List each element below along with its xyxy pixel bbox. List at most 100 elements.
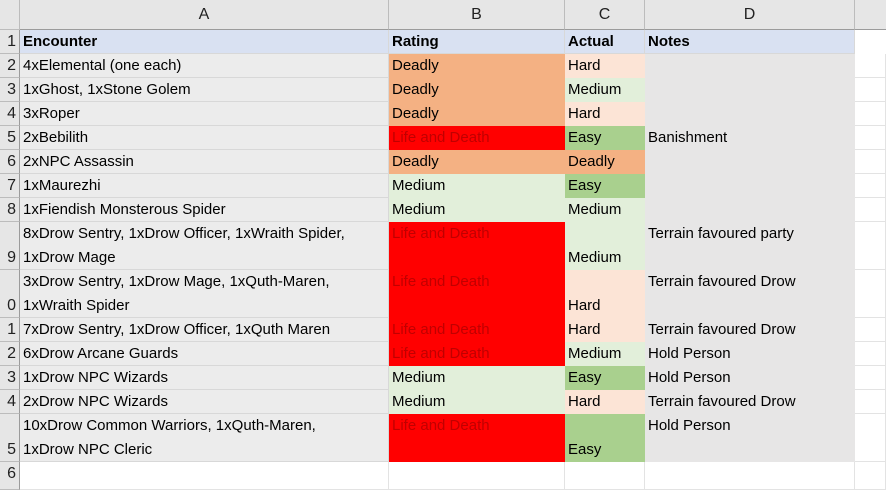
cell-empty[interactable] xyxy=(855,222,886,270)
cell-rating[interactable]: Deadly xyxy=(389,54,565,78)
cell-actual[interactable]: Medium xyxy=(565,342,645,366)
cell-rating[interactable]: Medium xyxy=(389,366,565,390)
row-header[interactable]: 6 xyxy=(0,150,20,174)
header-rating[interactable]: Rating xyxy=(389,30,565,54)
cell-encounter[interactable]: 3xDrow Sentry, 1xDrow Mage, 1xQuth-Maren… xyxy=(20,270,389,318)
cell-notes[interactable] xyxy=(645,174,855,198)
cell-actual[interactable]: Hard xyxy=(565,390,645,414)
cell-actual[interactable]: Medium xyxy=(565,222,645,270)
cell-rating[interactable]: Life and Death xyxy=(389,414,565,462)
cell-empty[interactable] xyxy=(855,366,886,390)
row-header[interactable]: 2 xyxy=(0,54,20,78)
column-header-e[interactable] xyxy=(855,0,886,30)
cell-empty[interactable] xyxy=(855,462,886,490)
cell-notes[interactable] xyxy=(645,102,855,126)
cell-notes[interactable] xyxy=(645,54,855,78)
cell-rating[interactable]: Deadly xyxy=(389,102,565,126)
cell-encounter[interactable]: 3xRoper xyxy=(20,102,389,126)
cell-actual[interactable]: Medium xyxy=(565,198,645,222)
cell-actual[interactable]: Hard xyxy=(565,102,645,126)
header-notes[interactable]: Notes xyxy=(645,30,855,54)
cell-notes[interactable]: Terrain favoured party xyxy=(645,222,855,270)
row-header[interactable]: 1 xyxy=(0,318,20,342)
column-header-d[interactable]: D xyxy=(645,0,855,30)
cell-empty[interactable] xyxy=(855,150,886,174)
cell-empty[interactable] xyxy=(855,174,886,198)
cell-notes[interactable]: Hold Person xyxy=(645,342,855,366)
row-header[interactable]: 4 xyxy=(0,390,20,414)
row-header[interactable]: 7 xyxy=(0,174,20,198)
cell-encounter[interactable]: 7xDrow Sentry, 1xDrow Officer, 1xQuth Ma… xyxy=(20,318,389,342)
row-header[interactable]: 5 xyxy=(0,126,20,150)
cell-encounter[interactable]: 1xMaurezhi xyxy=(20,174,389,198)
cell-actual[interactable]: Easy xyxy=(565,366,645,390)
cell-empty[interactable] xyxy=(855,342,886,366)
cell-empty[interactable] xyxy=(855,78,886,102)
cell-rating[interactable]: Deadly xyxy=(389,150,565,174)
cell-actual[interactable]: Easy xyxy=(565,174,645,198)
row-header[interactable]: 6 xyxy=(0,462,20,490)
cell-encounter[interactable]: 2xDrow NPC Wizards xyxy=(20,390,389,414)
cell-actual[interactable]: Hard xyxy=(565,270,645,318)
cell-rating[interactable]: Life and Death xyxy=(389,222,565,270)
cell-rating[interactable]: Medium xyxy=(389,390,565,414)
cell-empty[interactable] xyxy=(855,102,886,126)
header-actual[interactable]: Actual xyxy=(565,30,645,54)
cell-encounter[interactable]: 10xDrow Common Warriors, 1xQuth-Maren, 1x… xyxy=(20,414,389,462)
cell-rating[interactable]: Life and Death xyxy=(389,318,565,342)
cell-actual[interactable]: Hard xyxy=(565,54,645,78)
cell-encounter[interactable]: 2xBebilith xyxy=(20,126,389,150)
cell-rating[interactable]: Medium xyxy=(389,198,565,222)
cell-notes[interactable] xyxy=(645,198,855,222)
cell-notes[interactable]: Terrain favoured Drow xyxy=(645,270,855,318)
column-header-a[interactable]: A xyxy=(20,0,389,30)
cell-encounter[interactable]: 8xDrow Sentry, 1xDrow Officer, 1xWraith … xyxy=(20,222,389,270)
row-header[interactable]: 3 xyxy=(0,78,20,102)
cell-empty[interactable] xyxy=(855,126,886,150)
cell-notes[interactable]: Hold Person xyxy=(645,414,855,462)
cell-encounter[interactable]: 1xFiendish Monsterous Spider xyxy=(20,198,389,222)
cell-encounter[interactable]: 6xDrow Arcane Guards xyxy=(20,342,389,366)
cell-notes[interactable]: Terrain favoured Drow xyxy=(645,390,855,414)
row-header[interactable]: 1 xyxy=(0,30,20,54)
cell-encounter[interactable]: 1xGhost, 1xStone Golem xyxy=(20,78,389,102)
cell-notes[interactable] xyxy=(645,78,855,102)
row-header[interactable]: 0 xyxy=(0,270,20,318)
cell-rating[interactable]: Medium xyxy=(389,174,565,198)
cell-notes[interactable]: Terrain favoured Drow xyxy=(645,318,855,342)
row-header[interactable]: 8 xyxy=(0,198,20,222)
header-encounter[interactable]: Encounter xyxy=(20,30,389,54)
cell-actual[interactable]: Easy xyxy=(565,414,645,462)
cell-empty[interactable] xyxy=(565,462,645,490)
cell-notes[interactable]: Hold Person xyxy=(645,366,855,390)
cell-rating[interactable]: Life and Death xyxy=(389,270,565,318)
cell-notes[interactable]: Banishment xyxy=(645,126,855,150)
cell-empty[interactable] xyxy=(855,270,886,318)
select-all-corner[interactable] xyxy=(0,0,20,30)
cell-rating[interactable]: Life and Death xyxy=(389,126,565,150)
column-header-c[interactable]: C xyxy=(565,0,645,30)
cell-actual[interactable]: Hard xyxy=(565,318,645,342)
column-header-b[interactable]: B xyxy=(389,0,565,30)
row-header[interactable]: 5 xyxy=(0,414,20,462)
cell-actual[interactable]: Easy xyxy=(565,126,645,150)
cell-rating[interactable]: Life and Death xyxy=(389,342,565,366)
cell-actual[interactable]: Deadly xyxy=(565,150,645,174)
cell-encounter[interactable]: 2xNPC Assassin xyxy=(20,150,389,174)
cell-rating[interactable]: Deadly xyxy=(389,78,565,102)
cell-encounter[interactable]: 1xDrow NPC Wizards xyxy=(20,366,389,390)
cell-empty[interactable] xyxy=(855,390,886,414)
cell-empty[interactable] xyxy=(389,462,565,490)
cell-encounter[interactable]: 4xElemental (one each) xyxy=(20,54,389,78)
row-header[interactable]: 4 xyxy=(0,102,20,126)
row-header[interactable]: 3 xyxy=(0,366,20,390)
row-header[interactable]: 2 xyxy=(0,342,20,366)
cell-empty[interactable] xyxy=(855,198,886,222)
cell-empty[interactable] xyxy=(645,462,855,490)
row-header[interactable]: 9 xyxy=(0,222,20,270)
cell-notes[interactable] xyxy=(645,150,855,174)
cell-empty[interactable] xyxy=(855,318,886,342)
cell-empty[interactable] xyxy=(20,462,389,490)
cell-empty[interactable] xyxy=(855,54,886,78)
cell-empty[interactable] xyxy=(855,414,886,462)
